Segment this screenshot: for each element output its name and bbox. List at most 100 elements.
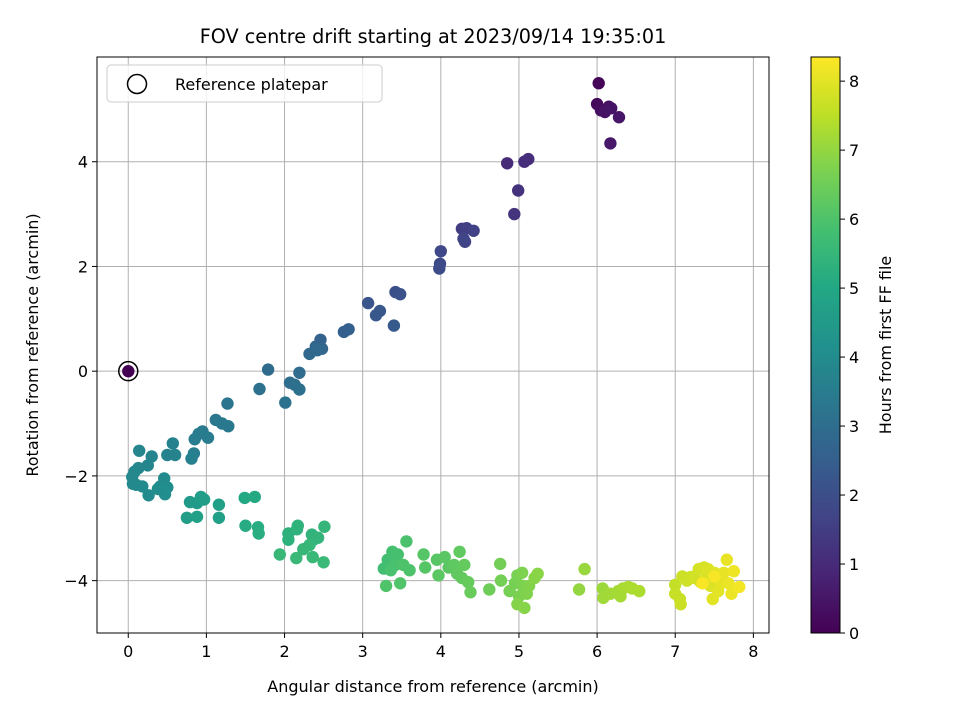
data-point [384,564,397,577]
data-point [252,527,265,540]
data-point [462,576,475,589]
data-point [572,583,586,596]
y-axis-label: Rotation from reference (arcmin) [23,213,42,476]
data-point [248,490,261,504]
data-point [311,531,325,544]
data-point [453,545,466,558]
data-point [282,533,295,546]
data-point [221,397,234,410]
y-tick-label: 2 [78,257,88,276]
colorbar-ticks: 0 1 2 3 4 5 6 7 8 [840,72,859,643]
data-point [291,519,304,532]
y-tick-label: −2 [64,467,88,486]
data-point [592,77,605,90]
x-axis-label: Angular distance from reference (arcmin) [267,677,598,696]
colorbar-tick-label: 7 [849,141,859,160]
data-point [696,577,709,590]
data-point [674,598,687,611]
data-point [212,498,226,511]
data-point [273,548,286,561]
data-point [122,365,135,378]
chart-title: FOV centre drift starting at 2023/09/14 … [200,25,667,48]
data-point [434,245,447,258]
data-point [515,566,529,579]
data-point [633,584,646,598]
data-point [318,520,331,533]
data-point [433,262,446,275]
data-point [458,558,471,572]
data-point [201,431,215,444]
data-point [190,510,204,523]
colorbar-tick-label: 4 [849,348,859,367]
legend-marker-icon [126,73,148,95]
data-point [185,452,198,465]
data-point [317,556,330,569]
colorbar-tick-label: 8 [849,72,859,91]
x-tick-label: 4 [436,642,446,661]
colorbar-gradient [811,57,840,633]
data-points [122,77,746,615]
colorbar-tick-label: 5 [849,279,859,298]
data-point [727,565,740,578]
data-point [379,579,393,593]
data-point [720,553,733,566]
data-point [419,561,432,574]
x-tick-label: 2 [279,642,289,661]
data-point [373,304,387,318]
data-point [483,583,496,596]
data-point [142,489,155,502]
data-point [136,480,149,493]
data-point [194,490,208,504]
data-point [391,548,404,561]
data-point [293,383,306,396]
data-point [133,444,146,457]
data-point [306,550,319,564]
data-point [494,574,508,587]
data-point [717,566,730,579]
data-point [394,577,407,590]
data-point [494,557,507,571]
data-point [708,570,721,583]
data-point [387,319,401,332]
plot-area [96,56,770,634]
data-point [394,288,407,301]
data-point [311,344,324,357]
data-point [342,323,355,336]
data-point [501,157,514,170]
data-point [733,580,746,594]
x-tick-label: 5 [514,642,524,661]
data-point [612,111,626,124]
legend-entry: Reference platepar [175,75,328,94]
data-point [293,366,306,379]
data-point [361,296,375,310]
data-point [467,224,480,237]
data-point [261,363,275,376]
legend-box [106,64,383,103]
x-tick-label: 0 [123,642,133,661]
data-point [518,601,531,615]
data-point [417,548,430,561]
data-point [239,519,252,532]
data-point [400,535,413,548]
legend: Reference platepar [106,64,383,103]
data-point [297,543,310,556]
x-axis-ticks: 0 1 2 3 4 5 6 7 8 [123,633,758,661]
data-point [604,137,617,150]
reference-marker [118,360,139,382]
x-tick-label: 6 [592,642,602,661]
data-point [438,550,451,564]
data-point [403,564,416,577]
reference-platepar-marker [118,360,139,382]
y-tick-label: 0 [78,362,88,381]
y-tick-label: −4 [64,572,88,591]
data-point [432,569,445,582]
colorbar-frame [810,56,841,634]
data-point [605,102,618,115]
data-point [457,232,470,245]
colorbar-tick-label: 2 [849,486,859,505]
data-point [238,491,251,505]
data-point [180,511,194,524]
data-point [522,152,535,166]
data-point [722,577,735,590]
x-tick-label: 8 [748,642,758,661]
